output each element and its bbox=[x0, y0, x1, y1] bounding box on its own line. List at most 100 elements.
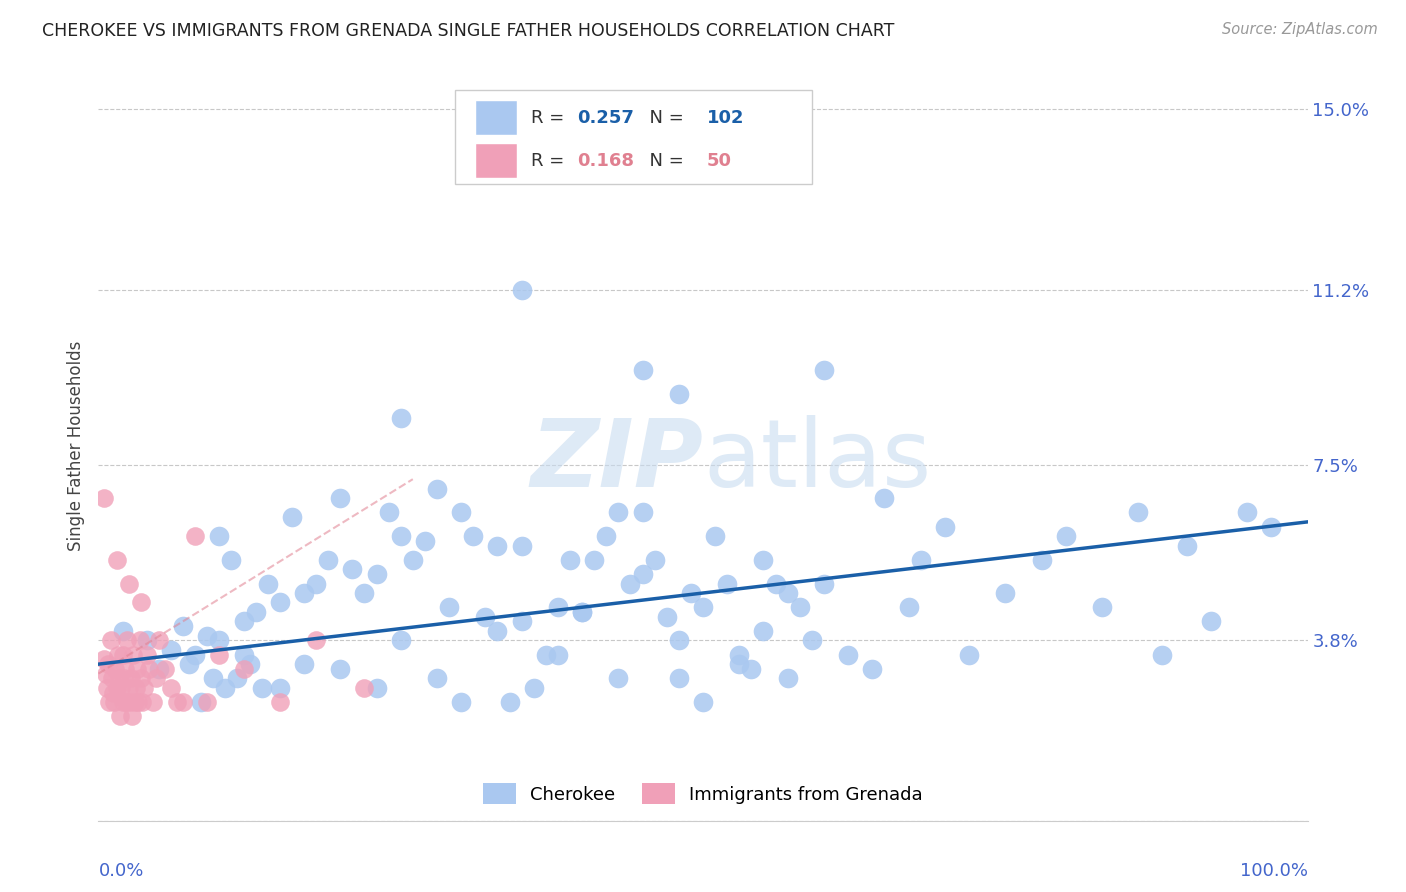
Point bbox=[93, 491, 115, 505]
Point bbox=[571, 605, 593, 619]
Point bbox=[221, 553, 243, 567]
Point bbox=[269, 681, 291, 695]
Point bbox=[716, 576, 738, 591]
Point bbox=[692, 600, 714, 615]
Text: 0.0%: 0.0% bbox=[98, 862, 143, 880]
Point bbox=[100, 633, 122, 648]
Text: 50: 50 bbox=[707, 152, 731, 170]
Point bbox=[389, 633, 412, 648]
Text: R =: R = bbox=[531, 109, 571, 127]
Point bbox=[474, 609, 496, 624]
FancyBboxPatch shape bbox=[475, 102, 517, 135]
Point bbox=[128, 633, 150, 648]
Point bbox=[135, 633, 157, 648]
Point bbox=[121, 709, 143, 723]
Point bbox=[644, 553, 666, 567]
Point bbox=[837, 648, 859, 662]
Point bbox=[668, 633, 690, 648]
Point bbox=[256, 576, 278, 591]
Point bbox=[305, 576, 328, 591]
Point bbox=[153, 662, 176, 676]
Point bbox=[1152, 648, 1174, 662]
Point bbox=[190, 695, 212, 709]
Point bbox=[127, 662, 149, 676]
Point bbox=[184, 529, 207, 543]
Text: ZIP: ZIP bbox=[530, 415, 703, 507]
Point bbox=[860, 662, 883, 676]
Point bbox=[740, 662, 762, 676]
Point bbox=[619, 576, 641, 591]
FancyBboxPatch shape bbox=[456, 90, 811, 184]
Point bbox=[98, 695, 121, 709]
Point bbox=[558, 553, 581, 567]
Point bbox=[450, 695, 472, 709]
Point bbox=[776, 586, 799, 600]
Point bbox=[704, 529, 727, 543]
Point bbox=[728, 648, 751, 662]
Point bbox=[281, 510, 304, 524]
Point bbox=[160, 643, 183, 657]
Point bbox=[776, 672, 799, 686]
Point bbox=[250, 681, 273, 695]
Point bbox=[1054, 529, 1077, 543]
Point bbox=[122, 648, 145, 662]
Text: 100.0%: 100.0% bbox=[1240, 862, 1308, 880]
Point bbox=[752, 624, 775, 638]
Point bbox=[232, 615, 254, 629]
Point bbox=[111, 624, 134, 638]
Point bbox=[292, 657, 315, 672]
Text: atlas: atlas bbox=[703, 415, 931, 507]
Point bbox=[366, 681, 388, 695]
Point bbox=[463, 529, 485, 543]
Point bbox=[110, 681, 132, 695]
Point bbox=[353, 586, 375, 600]
FancyBboxPatch shape bbox=[475, 145, 517, 178]
Text: CHEROKEE VS IMMIGRANTS FROM GRENADA SINGLE FATHER HOUSEHOLDS CORRELATION CHART: CHEROKEE VS IMMIGRANTS FROM GRENADA SING… bbox=[42, 22, 894, 40]
Point bbox=[547, 648, 569, 662]
Point bbox=[208, 529, 231, 543]
Text: 102: 102 bbox=[707, 109, 744, 127]
Point bbox=[486, 624, 509, 638]
Point bbox=[510, 539, 533, 553]
Point bbox=[1128, 505, 1150, 519]
Point bbox=[134, 681, 156, 695]
Point bbox=[1236, 505, 1258, 519]
Point bbox=[118, 695, 141, 709]
Point bbox=[342, 562, 364, 576]
Point bbox=[994, 586, 1017, 600]
Point bbox=[329, 491, 352, 505]
Point bbox=[934, 519, 956, 533]
Point bbox=[800, 633, 823, 648]
Point bbox=[208, 633, 231, 648]
Point bbox=[103, 695, 125, 709]
Point bbox=[97, 657, 120, 672]
Point bbox=[148, 633, 170, 648]
Point bbox=[142, 695, 165, 709]
Point bbox=[813, 576, 835, 591]
Text: R =: R = bbox=[531, 152, 571, 170]
Point bbox=[100, 672, 122, 686]
Point bbox=[124, 695, 146, 709]
Point bbox=[523, 681, 546, 695]
Point bbox=[94, 666, 117, 681]
Point bbox=[101, 685, 124, 699]
Point bbox=[111, 648, 134, 662]
Point bbox=[195, 695, 218, 709]
Text: 0.168: 0.168 bbox=[578, 152, 634, 170]
Legend: Cherokee, Immigrants from Grenada: Cherokee, Immigrants from Grenada bbox=[484, 783, 922, 804]
Point bbox=[131, 695, 153, 709]
Point bbox=[120, 672, 142, 686]
Point bbox=[583, 553, 606, 567]
Point bbox=[316, 553, 339, 567]
Point bbox=[269, 595, 291, 609]
Point bbox=[498, 695, 520, 709]
Point bbox=[239, 657, 262, 672]
Point bbox=[112, 672, 135, 686]
Point bbox=[127, 695, 149, 709]
Text: Source: ZipAtlas.com: Source: ZipAtlas.com bbox=[1222, 22, 1378, 37]
Point bbox=[108, 672, 131, 686]
Point bbox=[269, 695, 291, 709]
Point bbox=[104, 662, 127, 676]
Point bbox=[114, 662, 136, 676]
Point bbox=[179, 657, 201, 672]
